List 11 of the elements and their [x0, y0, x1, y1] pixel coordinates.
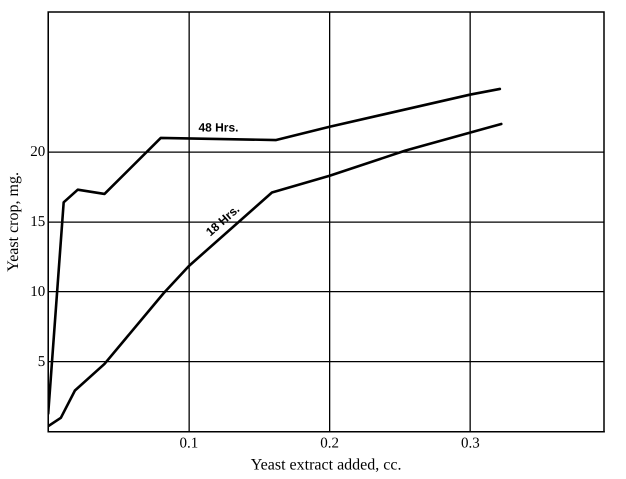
x-tick-label: 0.2	[320, 436, 339, 452]
x-tick-label: 0.1	[180, 436, 198, 452]
x-axis-title: Yeast extract added, cc.	[250, 456, 402, 474]
x-tick-label: 0.3	[460, 436, 480, 452]
y-tick-label: 5	[38, 354, 46, 370]
series-label: 48 Hrs.	[198, 120, 238, 134]
text: 18 Hrs.	[203, 202, 242, 239]
y-axis-title: Yeast crop, mg.	[4, 172, 22, 272]
y-tick-label: 15	[30, 214, 46, 230]
y-tick-label: 20	[30, 144, 46, 160]
y-tick-label: 10	[30, 284, 46, 300]
